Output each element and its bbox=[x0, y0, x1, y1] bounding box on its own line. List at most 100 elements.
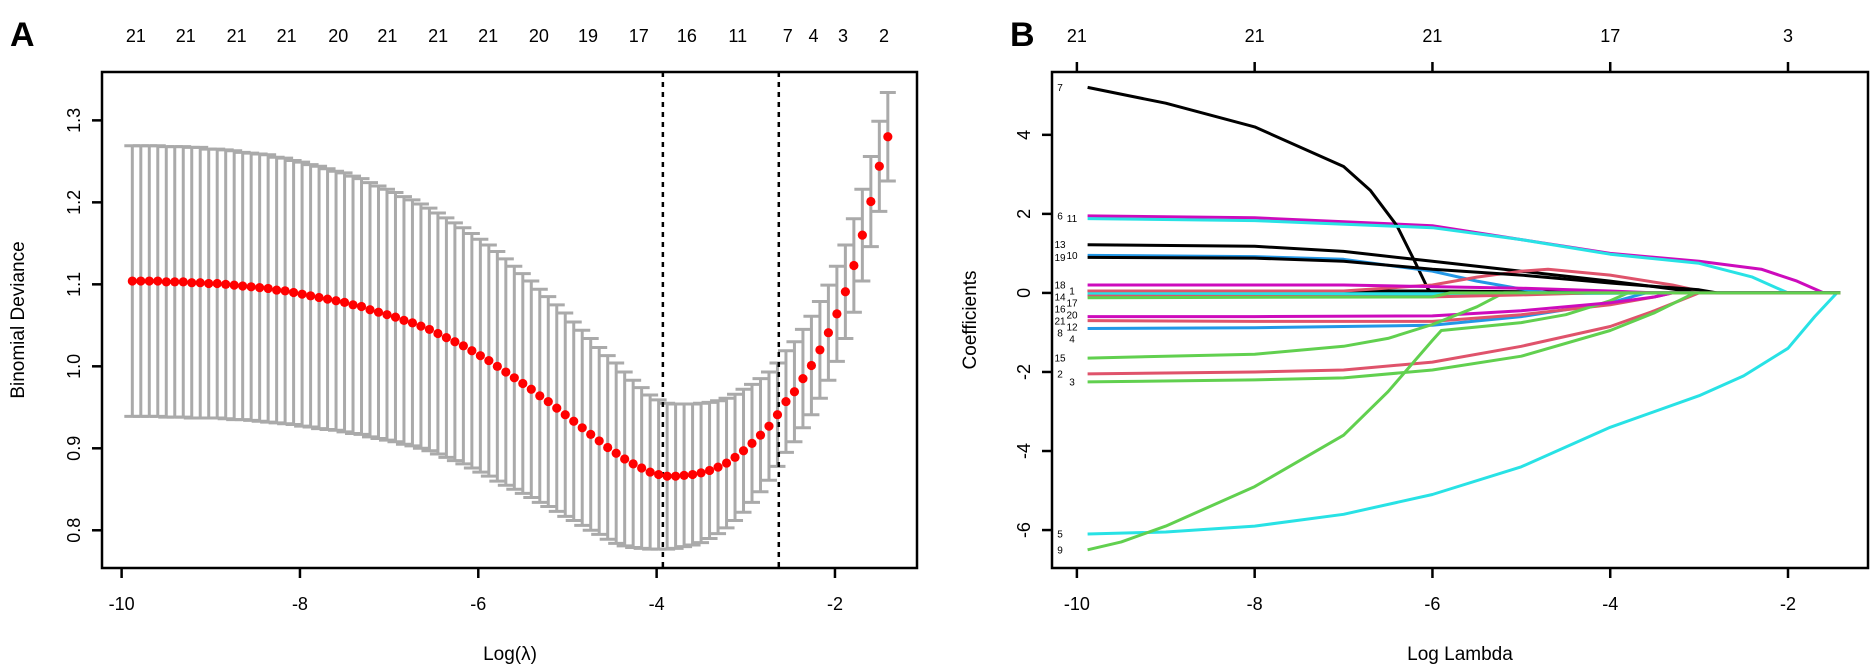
top-nonzero-count-label: 21 bbox=[428, 26, 448, 46]
coefficient-path-label: 4 bbox=[1069, 334, 1075, 345]
coefficient-path-9 bbox=[1087, 291, 1841, 552]
x-tick-label: -2 bbox=[1780, 594, 1796, 614]
panel-b-letter: B bbox=[1010, 16, 1035, 54]
plot-b-y-axis-title: Coefficients bbox=[960, 271, 981, 370]
top-nonzero-count-label: 3 bbox=[1783, 26, 1793, 46]
top-nonzero-count-label: 2 bbox=[879, 26, 889, 46]
mean-deviance-point bbox=[721, 458, 732, 468]
top-nonzero-count-label: 21 bbox=[277, 26, 297, 46]
coefficient-path-label: 10 bbox=[1066, 251, 1078, 262]
coefficient-path-2 bbox=[1087, 291, 1841, 376]
mean-deviance-point bbox=[170, 277, 180, 287]
y-tick-label: -2 bbox=[1014, 364, 1034, 380]
mean-deviance-point bbox=[874, 161, 884, 171]
mean-deviance-point bbox=[823, 328, 834, 338]
mean-deviance-point bbox=[755, 430, 766, 440]
mean-deviance-point bbox=[187, 278, 197, 288]
coefficient-path-label: 13 bbox=[1054, 240, 1066, 251]
mean-deviance-point bbox=[458, 341, 468, 351]
mean-deviance-point bbox=[475, 351, 485, 361]
x-tick-label: -4 bbox=[649, 594, 665, 614]
mean-deviance-point bbox=[280, 286, 290, 296]
mean-deviance-point bbox=[789, 387, 800, 397]
coefficient-path-label: 19 bbox=[1054, 253, 1066, 264]
mean-deviance-point bbox=[204, 278, 214, 289]
mean-deviance-point bbox=[416, 321, 426, 331]
y-tick-label: -4 bbox=[1014, 443, 1034, 459]
mean-deviance-point bbox=[679, 470, 689, 480]
mean-deviance-point bbox=[136, 276, 146, 286]
x-tick-label: -8 bbox=[1247, 594, 1263, 614]
y-tick-label: 1.3 bbox=[64, 108, 84, 133]
coefficient-path-15 bbox=[1087, 291, 1841, 360]
panel-a-letter: A bbox=[10, 16, 35, 54]
coefficient-path-label: 12 bbox=[1066, 322, 1078, 333]
top-nonzero-count-label: 19 bbox=[578, 26, 598, 46]
coefficient-path-11 bbox=[1087, 217, 1841, 295]
mean-deviance-point bbox=[518, 378, 528, 389]
top-nonzero-count-label: 21 bbox=[377, 26, 397, 46]
mean-deviance-point bbox=[696, 468, 706, 478]
y-tick-label: 1.1 bbox=[64, 272, 84, 297]
mean-deviance-point bbox=[322, 294, 333, 304]
mean-deviance-point bbox=[764, 421, 774, 431]
mean-deviance-point bbox=[730, 452, 740, 462]
y-tick-label: 1.2 bbox=[64, 190, 84, 215]
mean-deviance-point bbox=[620, 454, 630, 464]
mean-deviance-point bbox=[552, 403, 562, 413]
x-tick-label: -4 bbox=[1602, 594, 1618, 614]
mean-deviance-point bbox=[272, 285, 282, 295]
coefficient-path-label: 20 bbox=[1066, 310, 1078, 321]
top-nonzero-count-label: 21 bbox=[1245, 26, 1265, 46]
top-nonzero-count-label: 21 bbox=[227, 26, 247, 46]
plot-a-frame bbox=[100, 70, 919, 570]
mean-deviance-point bbox=[857, 230, 867, 240]
top-nonzero-count-label: 16 bbox=[677, 26, 697, 46]
mean-deviance-point bbox=[687, 469, 698, 480]
coefficient-path-label: 11 bbox=[1067, 214, 1078, 225]
mean-deviance-point bbox=[560, 410, 570, 420]
mean-deviance-point bbox=[798, 374, 808, 384]
top-nonzero-count-label: 21 bbox=[176, 26, 196, 46]
mean-deviance-point bbox=[543, 396, 553, 407]
mean-deviance-point bbox=[883, 132, 893, 142]
mean-deviance-point bbox=[331, 296, 341, 306]
mean-deviance-point bbox=[424, 324, 435, 335]
coefficient-path-label: 15 bbox=[1054, 354, 1066, 365]
x-tick-label: -2 bbox=[827, 594, 843, 614]
mean-deviance-point bbox=[815, 345, 825, 355]
mean-deviance-point bbox=[407, 318, 418, 328]
mean-deviance-point bbox=[569, 416, 579, 426]
top-nonzero-count-label: 21 bbox=[1422, 26, 1442, 46]
coefficient-path-label: 5 bbox=[1057, 530, 1063, 541]
plot-b-frame bbox=[1050, 70, 1870, 570]
mean-deviance-point bbox=[577, 423, 587, 433]
coefficient-path-label: 6 bbox=[1057, 211, 1063, 222]
mean-deviance-point bbox=[399, 315, 409, 326]
mean-deviance-point bbox=[441, 333, 452, 343]
x-tick-label: -8 bbox=[292, 594, 308, 614]
top-nonzero-count-label: 3 bbox=[838, 26, 848, 46]
coefficient-path-label: 16 bbox=[1054, 305, 1066, 316]
mean-deviance-point bbox=[365, 305, 375, 315]
mean-deviance-point bbox=[238, 281, 248, 291]
mean-deviance-point bbox=[832, 309, 842, 319]
mean-deviance-point bbox=[153, 276, 163, 286]
mean-deviance-point bbox=[161, 277, 171, 287]
mean-deviance-point bbox=[348, 300, 358, 310]
plot-b-x-axis-title: Log Lambda bbox=[1407, 644, 1513, 665]
mean-deviance-point bbox=[484, 355, 494, 366]
mean-deviance-point bbox=[645, 467, 655, 477]
y-tick-label: 4 bbox=[1014, 130, 1034, 140]
coefficient-path-21 bbox=[1087, 291, 1841, 300]
mean-deviance-point bbox=[467, 346, 477, 356]
mean-deviance-point bbox=[594, 436, 604, 446]
mean-deviance-point bbox=[246, 282, 256, 292]
y-tick-label: -6 bbox=[1014, 522, 1034, 538]
y-tick-label: 1.0 bbox=[64, 354, 84, 379]
x-tick-label: -6 bbox=[470, 594, 486, 614]
mean-deviance-point bbox=[212, 278, 222, 289]
